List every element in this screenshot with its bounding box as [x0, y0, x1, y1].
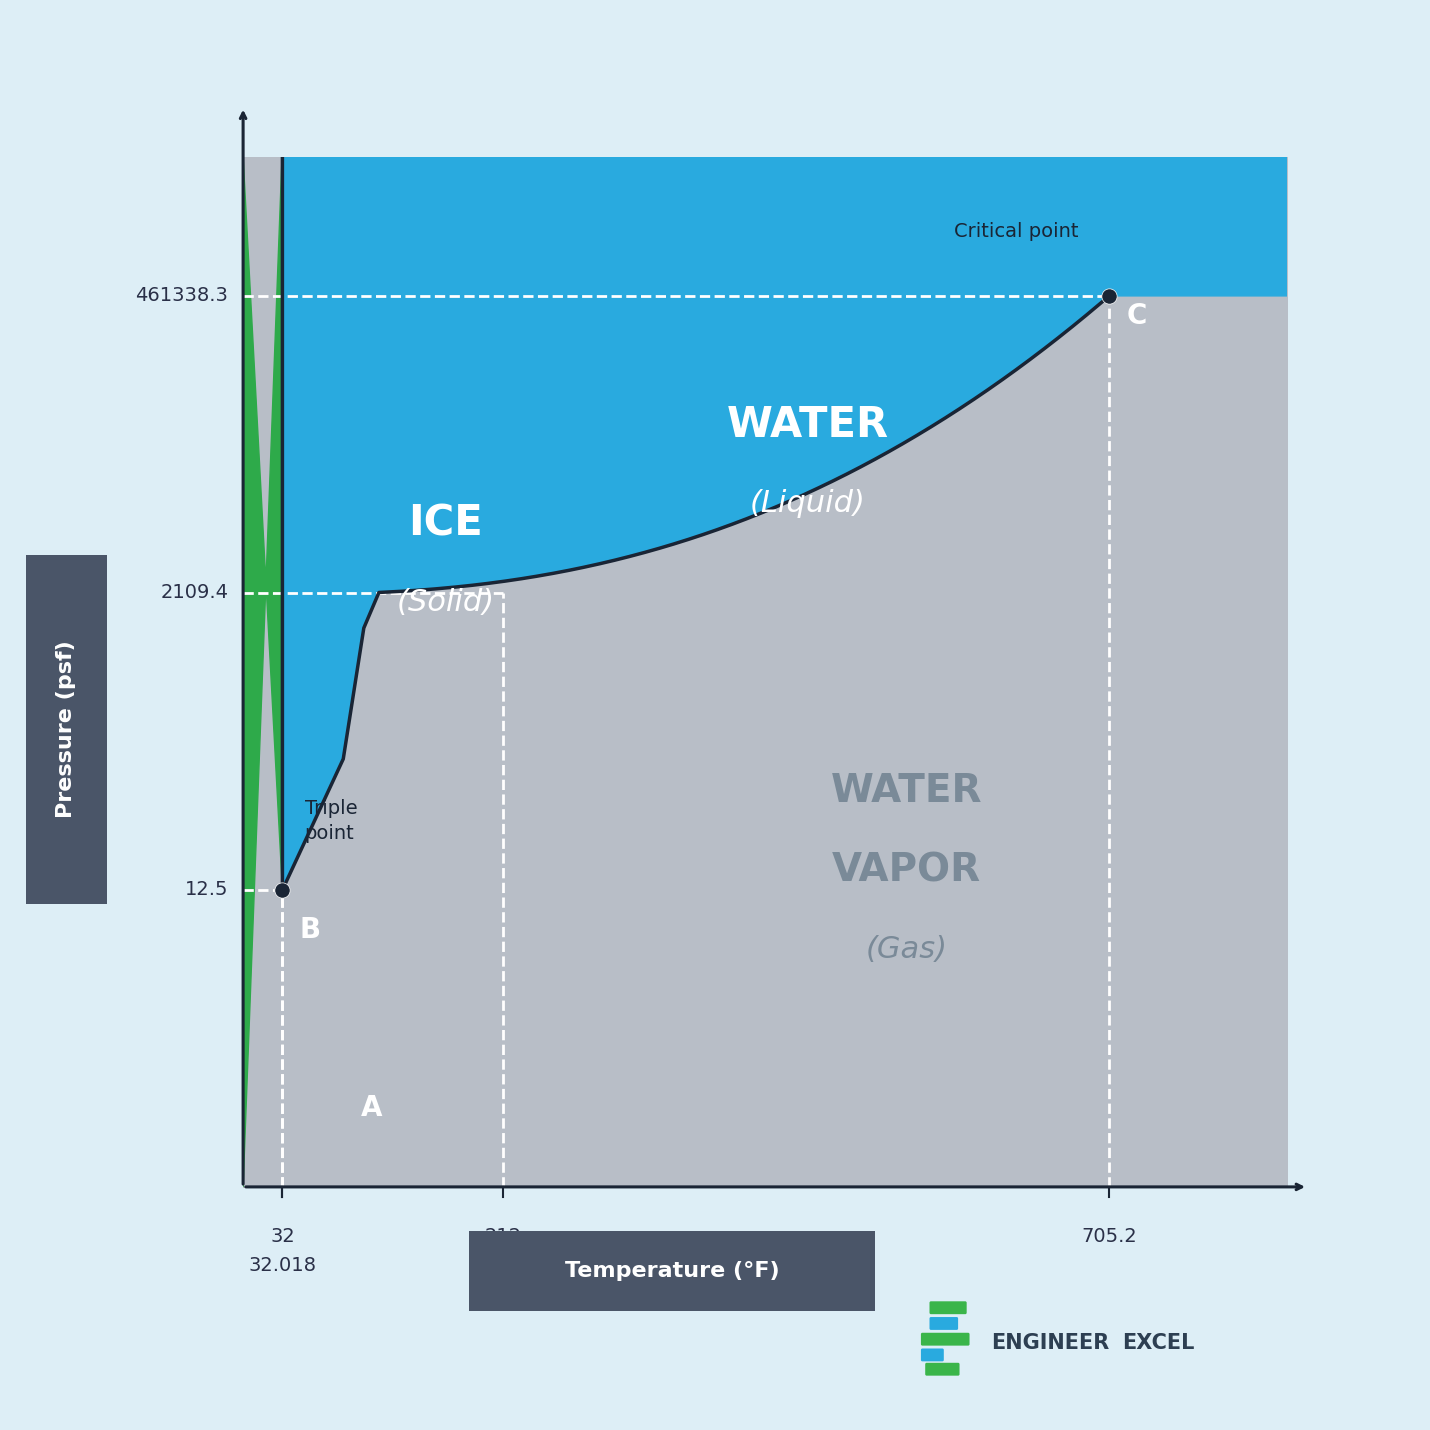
FancyBboxPatch shape: [469, 1231, 875, 1311]
FancyBboxPatch shape: [921, 1333, 970, 1346]
Text: (Liquid): (Liquid): [751, 489, 867, 518]
Text: ENGINEER: ENGINEER: [991, 1333, 1110, 1353]
Text: Triple
point: Triple point: [305, 798, 358, 842]
Text: 12.5: 12.5: [184, 881, 229, 899]
Text: B: B: [300, 915, 320, 944]
FancyBboxPatch shape: [930, 1301, 967, 1314]
Text: (Gas): (Gas): [865, 935, 947, 964]
Text: 32: 32: [270, 1227, 295, 1246]
Text: EXCEL: EXCEL: [1123, 1333, 1195, 1353]
Text: Critical point: Critical point: [954, 223, 1078, 242]
Text: A: A: [362, 1094, 383, 1121]
FancyBboxPatch shape: [26, 555, 107, 904]
Text: 461338.3: 461338.3: [136, 286, 229, 306]
FancyBboxPatch shape: [930, 1317, 958, 1330]
Text: ICE: ICE: [409, 502, 483, 545]
Polygon shape: [282, 147, 1287, 889]
Text: C: C: [1127, 302, 1147, 330]
Text: WATER: WATER: [831, 772, 982, 809]
Text: 705.2: 705.2: [1081, 1227, 1137, 1246]
Text: Pressure (psf): Pressure (psf): [56, 641, 76, 818]
Text: WATER: WATER: [726, 403, 889, 446]
Text: 212: 212: [485, 1227, 522, 1246]
Text: (Solid): (Solid): [396, 588, 495, 618]
Text: Temperature (°F): Temperature (°F): [565, 1261, 779, 1281]
Polygon shape: [243, 147, 282, 1187]
Text: VAPOR: VAPOR: [832, 851, 981, 889]
FancyBboxPatch shape: [921, 1348, 944, 1361]
Text: 2109.4: 2109.4: [160, 583, 229, 602]
FancyBboxPatch shape: [925, 1363, 960, 1376]
Text: 32.018: 32.018: [249, 1256, 316, 1276]
